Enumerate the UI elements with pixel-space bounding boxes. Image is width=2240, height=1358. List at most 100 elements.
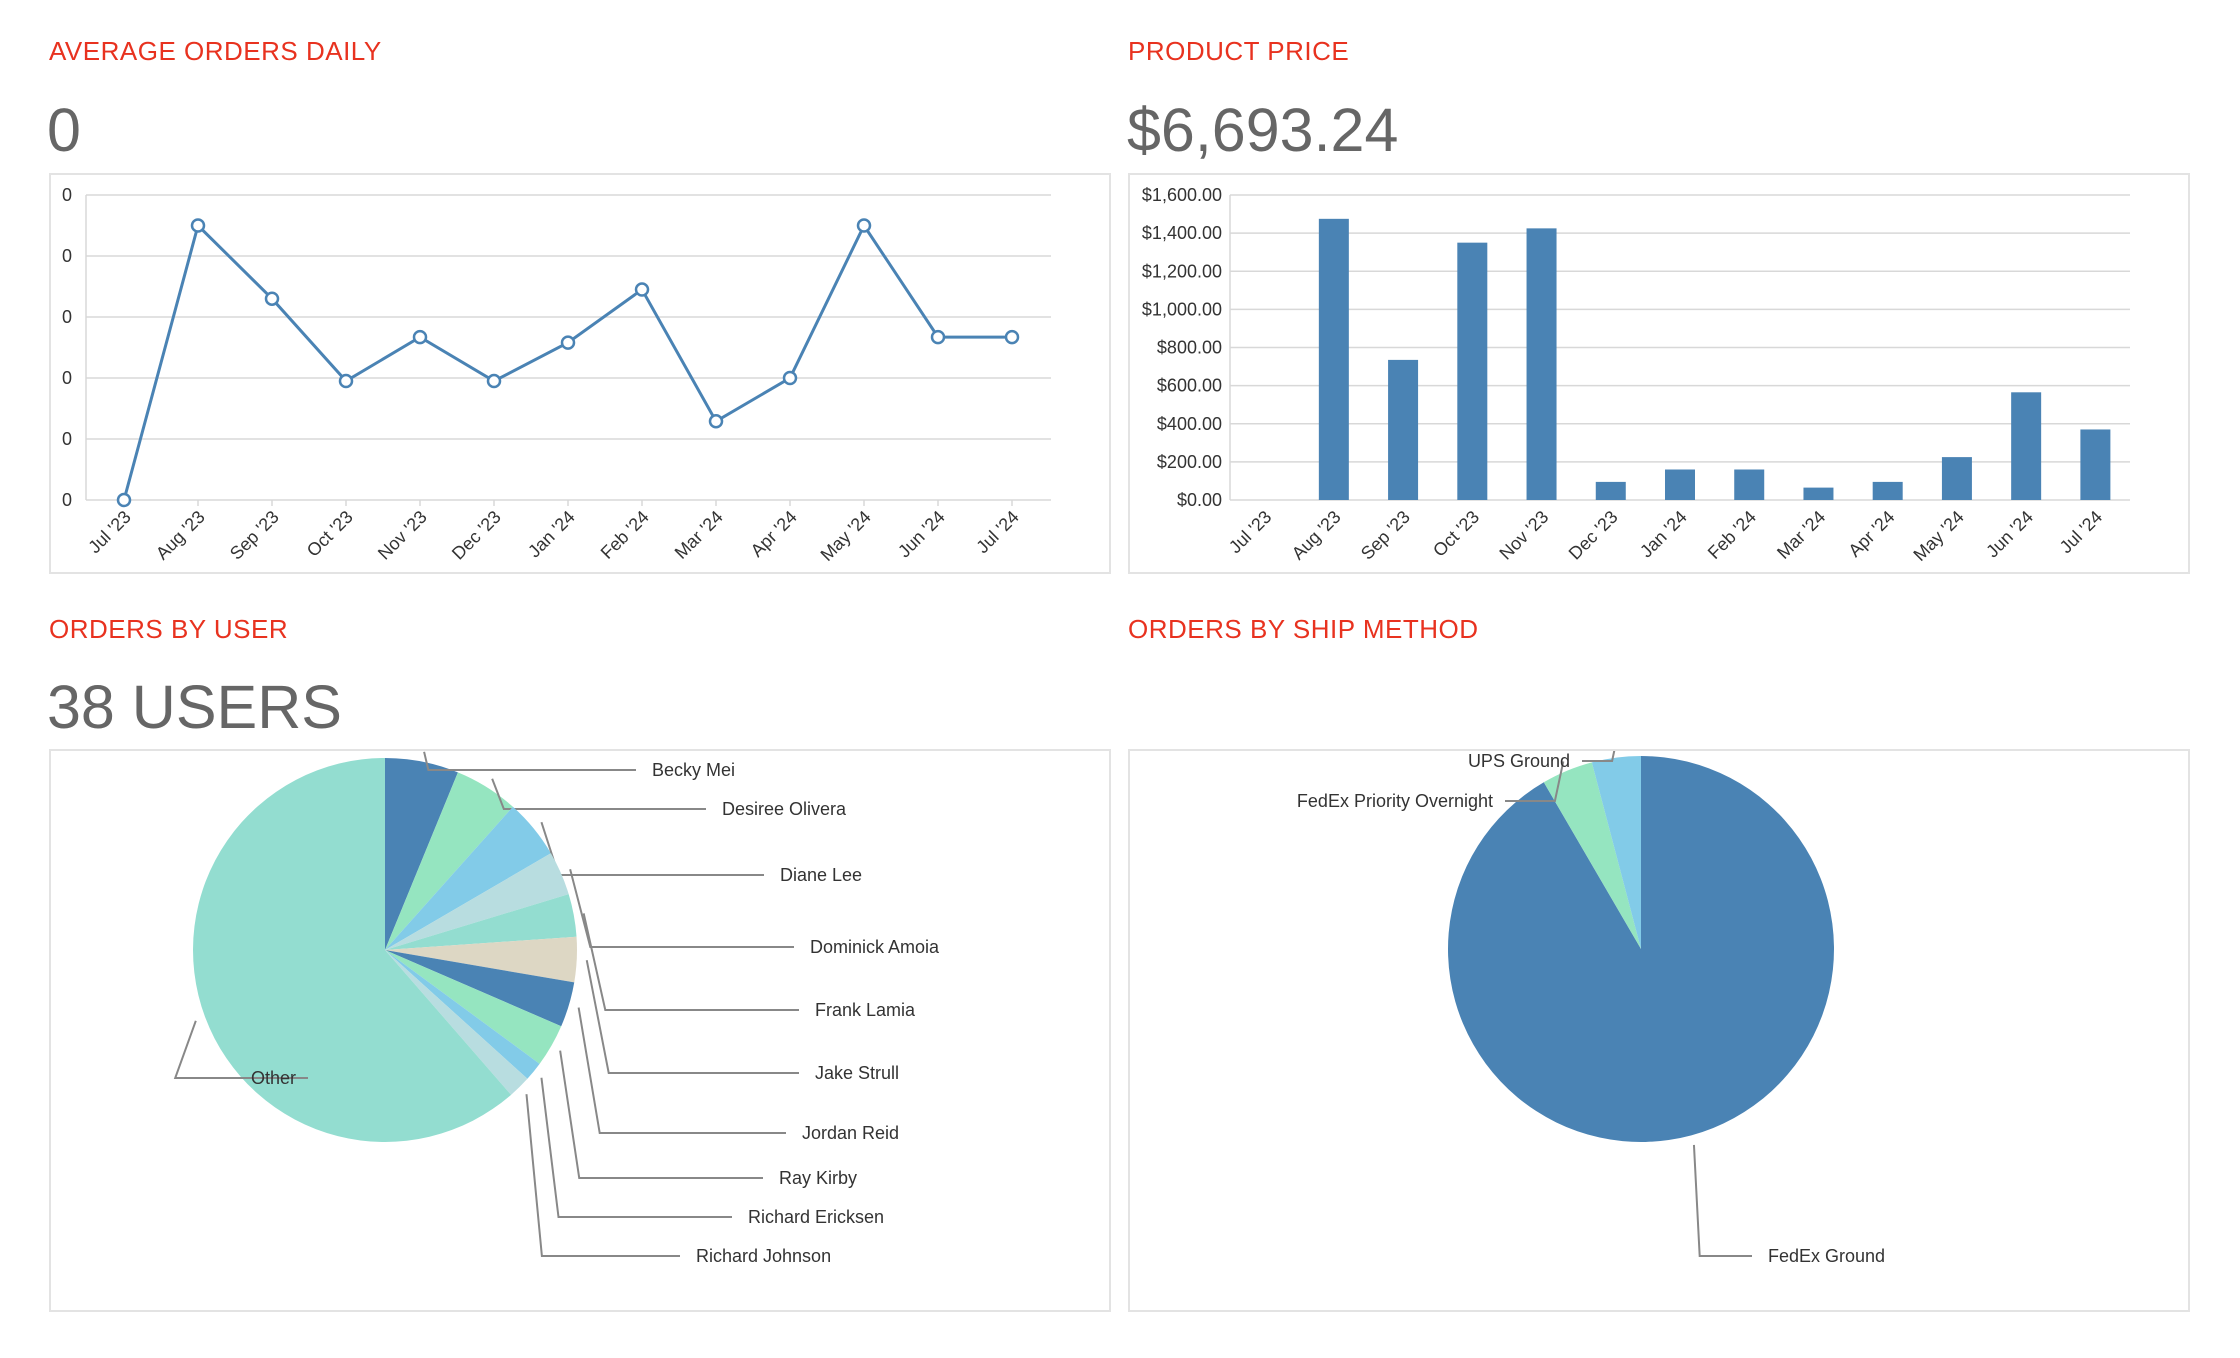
pie-slice bbox=[385, 950, 575, 1027]
pie-label: Other bbox=[251, 1068, 296, 1088]
x-tick-label: Jan '24 bbox=[524, 507, 579, 562]
y-tick-label: $200.00 bbox=[1157, 452, 1222, 472]
leader-line bbox=[423, 751, 636, 771]
data-point bbox=[190, 218, 206, 233]
leader-line bbox=[491, 778, 706, 810]
bar bbox=[1941, 457, 1972, 500]
avg-orders-line-chart: 0 0 0 0 0 0 Jul '23 Aug '23 Sep '23 Oct '23 Nov '2… bbox=[62, 185, 1051, 565]
data-point bbox=[856, 218, 872, 233]
leader-line bbox=[525, 1094, 680, 1257]
bar bbox=[1457, 242, 1488, 500]
x-tick-label: Dec '23 bbox=[448, 507, 505, 564]
pie-label: Richard Johnson bbox=[696, 1246, 831, 1266]
x-tick-label: Mar '24 bbox=[671, 507, 727, 563]
pie-slice bbox=[1543, 762, 1641, 949]
x-tick-label: Apr '24 bbox=[1844, 507, 1898, 561]
product-price-title: PRODUCT PRICE bbox=[1128, 36, 1350, 66]
bar bbox=[2011, 392, 2042, 500]
leader-line bbox=[569, 868, 794, 948]
x-tick-label: Aug '23 bbox=[1288, 507, 1345, 564]
orders-by-user-pie-chart: Becky Mei Desiree Olivera Diane Lee Dominic… bbox=[173, 751, 940, 1266]
pie-label: Diane Lee bbox=[780, 865, 862, 885]
y-tick-label: $1,200.00 bbox=[1142, 261, 1222, 281]
orders-by-user-chart-box: Becky Mei Desiree Olivera Diane Lee Dominic… bbox=[49, 749, 1111, 1312]
y-tick-label: $1,000.00 bbox=[1142, 299, 1222, 319]
leader-line bbox=[585, 959, 799, 1074]
x-tick-label: Jul '24 bbox=[2056, 507, 2107, 558]
pie-slice bbox=[385, 950, 528, 1095]
pie-slice bbox=[1591, 756, 1641, 949]
bar bbox=[1734, 469, 1765, 500]
x-tick-label: Feb '24 bbox=[1704, 507, 1760, 563]
bar bbox=[1872, 481, 1903, 500]
y-tick-label: 0 bbox=[62, 246, 72, 266]
orders-by-ship-pie-chart: FedEx Ground FedEx Priority Overnight UPS … bbox=[1297, 747, 1885, 1266]
pie-label: Dominick Amoia bbox=[810, 937, 940, 957]
x-tick-label: Mar '24 bbox=[1773, 507, 1829, 563]
y-tick-label: 0 bbox=[62, 307, 72, 327]
leader-line bbox=[540, 821, 764, 876]
pie-label: Ray Kirby bbox=[779, 1168, 857, 1188]
pie-label: UPS Ground bbox=[1468, 751, 1570, 771]
bar bbox=[1318, 218, 1349, 500]
pie-slice bbox=[193, 758, 512, 1142]
x-tick-label: Nov '23 bbox=[1495, 507, 1552, 564]
data-point bbox=[708, 414, 724, 429]
y-tick-label: $400.00 bbox=[1157, 414, 1222, 434]
y-tick-label: $1,400.00 bbox=[1142, 223, 1222, 243]
pie-slice bbox=[385, 950, 540, 1079]
x-tick-label: Feb '24 bbox=[597, 507, 653, 563]
x-tick-label: Aug '23 bbox=[152, 507, 209, 564]
y-tick-label: 0 bbox=[62, 429, 72, 449]
x-tick-label: Sep '23 bbox=[1357, 507, 1414, 564]
avg-orders-chart-box: 0 0 0 0 0 0 Jul '23 Aug '23 Sep '23 Oct '23 Nov '2… bbox=[49, 173, 1111, 574]
leader-line bbox=[1582, 747, 1616, 762]
pie-slice bbox=[385, 936, 577, 983]
x-tick-label: Sep '23 bbox=[226, 507, 283, 564]
data-point bbox=[634, 282, 650, 297]
x-tick-label: May '24 bbox=[817, 507, 875, 565]
x-tick-label: Jul '23 bbox=[1225, 507, 1276, 558]
pie-slice bbox=[385, 758, 458, 950]
leader-line bbox=[1505, 761, 1565, 802]
x-tick-label: Jun '24 bbox=[894, 507, 949, 562]
data-point bbox=[412, 329, 428, 345]
leader-line bbox=[173, 1020, 308, 1079]
y-tick-label: 0 bbox=[62, 490, 72, 510]
x-tick-label: Apr '24 bbox=[747, 507, 801, 561]
data-point bbox=[116, 492, 132, 508]
bar bbox=[1595, 481, 1626, 500]
orders-by-ship-title: ORDERS BY SHIP METHOD bbox=[1128, 614, 1479, 644]
bar bbox=[1526, 228, 1557, 500]
x-tick-label: Dec '23 bbox=[1565, 507, 1622, 564]
bar bbox=[1388, 359, 1419, 500]
bar bbox=[2080, 429, 2111, 500]
y-tick-label: $1,600.00 bbox=[1142, 185, 1222, 205]
orders-by-user-title: ORDERS BY USER bbox=[49, 614, 289, 644]
y-tick-label: $800.00 bbox=[1157, 338, 1222, 358]
leader-line bbox=[577, 1007, 786, 1134]
data-point bbox=[930, 329, 946, 345]
orders-by-ship-chart-box: FedEx Ground FedEx Priority Overnight UPS … bbox=[1128, 747, 2190, 1312]
data-point bbox=[782, 370, 798, 386]
data-point bbox=[1004, 329, 1020, 345]
data-point bbox=[560, 335, 576, 350]
product-price-value: $6,693.24 bbox=[1127, 96, 1399, 164]
x-tick-label: Nov '23 bbox=[374, 507, 431, 564]
pie-label: Becky Mei bbox=[652, 760, 735, 780]
product-price-chart-box: $0.00 $200.00 $400.00 $600.00 $800.00 $1,000.… bbox=[1128, 173, 2190, 574]
y-tick-label: 0 bbox=[62, 368, 72, 388]
x-tick-label: Oct '23 bbox=[1429, 507, 1483, 561]
pie-label: Richard Ericksen bbox=[748, 1207, 884, 1227]
leader-line bbox=[1692, 1144, 1752, 1257]
avg-orders-value: 0 bbox=[47, 96, 81, 164]
pie-slice bbox=[385, 853, 569, 950]
series-line bbox=[122, 222, 1012, 501]
x-tick-label: Jul '24 bbox=[972, 507, 1023, 558]
bar bbox=[1665, 469, 1695, 500]
pie-label: Desiree Olivera bbox=[722, 799, 847, 819]
orders-by-user-value: 38 USERS bbox=[47, 673, 342, 741]
leader-line bbox=[540, 1077, 732, 1218]
bar bbox=[1803, 487, 1834, 500]
pie-slice bbox=[385, 894, 577, 950]
